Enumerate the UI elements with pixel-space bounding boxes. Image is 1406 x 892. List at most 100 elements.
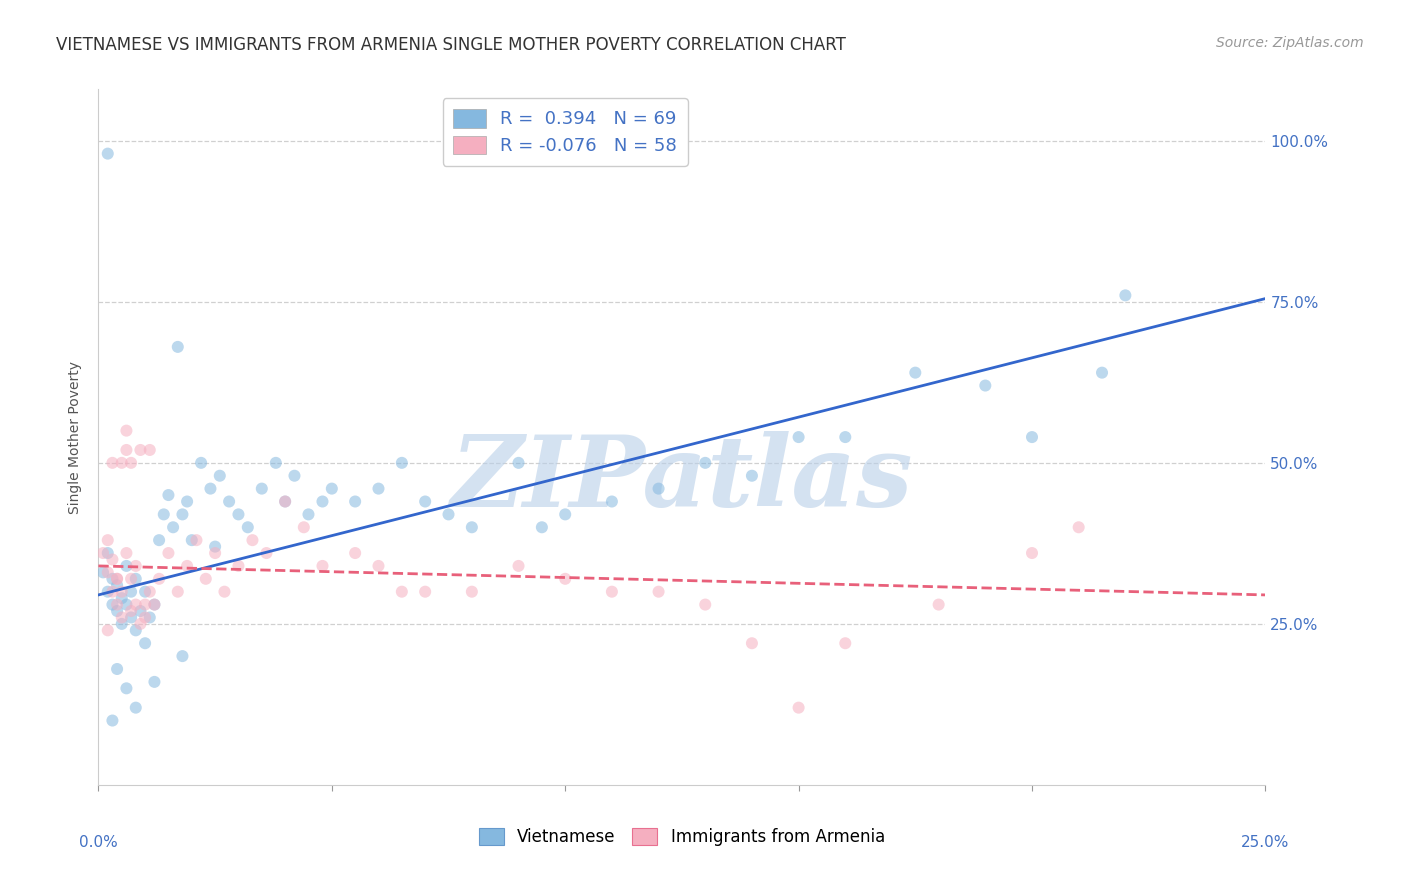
Point bbox=[134, 598, 156, 612]
Point bbox=[115, 558, 138, 573]
Point bbox=[200, 482, 222, 496]
Point bbox=[97, 584, 120, 599]
Point bbox=[111, 591, 134, 606]
Point bbox=[129, 616, 152, 631]
Point bbox=[741, 636, 763, 650]
Point bbox=[148, 533, 170, 548]
Point bbox=[461, 520, 484, 534]
Point bbox=[111, 584, 134, 599]
Point bbox=[180, 533, 202, 548]
Point bbox=[91, 566, 114, 580]
Point bbox=[143, 674, 166, 689]
Point bbox=[143, 598, 166, 612]
Point bbox=[157, 488, 180, 502]
Point bbox=[120, 604, 142, 618]
Point bbox=[176, 494, 198, 508]
Text: 0.0%: 0.0% bbox=[79, 836, 118, 850]
Point bbox=[101, 714, 124, 728]
Point bbox=[129, 442, 152, 457]
Point bbox=[928, 598, 950, 612]
Point bbox=[321, 482, 343, 496]
Point bbox=[413, 584, 436, 599]
Point bbox=[139, 584, 162, 599]
Point bbox=[101, 456, 124, 470]
Point bbox=[256, 546, 278, 560]
Point bbox=[125, 558, 148, 573]
Point bbox=[139, 610, 162, 624]
Point bbox=[344, 546, 367, 560]
Point bbox=[242, 533, 264, 548]
Point bbox=[105, 604, 128, 618]
Point bbox=[134, 636, 156, 650]
Point bbox=[1021, 430, 1043, 444]
Point bbox=[787, 430, 810, 444]
Point bbox=[115, 681, 138, 696]
Point bbox=[208, 468, 231, 483]
Point bbox=[134, 610, 156, 624]
Point bbox=[97, 624, 120, 638]
Text: 25.0%: 25.0% bbox=[1241, 836, 1289, 850]
Point bbox=[105, 662, 128, 676]
Point bbox=[129, 604, 152, 618]
Text: ZIPatlas: ZIPatlas bbox=[451, 431, 912, 527]
Point bbox=[111, 456, 134, 470]
Point bbox=[264, 456, 287, 470]
Point bbox=[172, 649, 194, 664]
Point bbox=[1091, 366, 1114, 380]
Point bbox=[111, 610, 134, 624]
Point bbox=[292, 520, 315, 534]
Point bbox=[204, 540, 226, 554]
Point bbox=[250, 482, 273, 496]
Y-axis label: Single Mother Poverty: Single Mother Poverty bbox=[69, 360, 83, 514]
Point bbox=[600, 584, 623, 599]
Text: VIETNAMESE VS IMMIGRANTS FROM ARMENIA SINGLE MOTHER POVERTY CORRELATION CHART: VIETNAMESE VS IMMIGRANTS FROM ARMENIA SI… bbox=[56, 36, 846, 54]
Point bbox=[97, 546, 120, 560]
Point bbox=[600, 494, 623, 508]
Point bbox=[228, 508, 250, 522]
Point bbox=[101, 572, 124, 586]
Text: Source: ZipAtlas.com: Source: ZipAtlas.com bbox=[1216, 36, 1364, 50]
Point bbox=[186, 533, 208, 548]
Point bbox=[274, 494, 297, 508]
Point bbox=[437, 508, 460, 522]
Point bbox=[554, 572, 576, 586]
Point bbox=[228, 558, 250, 573]
Point bbox=[508, 558, 530, 573]
Point bbox=[367, 482, 389, 496]
Point bbox=[125, 572, 148, 586]
Point bbox=[139, 442, 162, 457]
Point bbox=[647, 584, 669, 599]
Point bbox=[176, 558, 198, 573]
Point bbox=[101, 552, 124, 566]
Point bbox=[115, 424, 138, 438]
Point bbox=[834, 430, 856, 444]
Point bbox=[91, 546, 114, 560]
Point bbox=[97, 533, 120, 548]
Point bbox=[157, 546, 180, 560]
Point bbox=[367, 558, 389, 573]
Point bbox=[111, 616, 134, 631]
Point bbox=[115, 546, 138, 560]
Point bbox=[283, 468, 305, 483]
Point bbox=[554, 508, 576, 522]
Point bbox=[115, 598, 138, 612]
Legend: Vietnamese, Immigrants from Armenia: Vietnamese, Immigrants from Armenia bbox=[472, 822, 891, 853]
Point bbox=[152, 508, 174, 522]
Point bbox=[391, 456, 413, 470]
Point bbox=[274, 494, 297, 508]
Point bbox=[120, 610, 142, 624]
Point bbox=[1114, 288, 1136, 302]
Point bbox=[97, 566, 120, 580]
Point bbox=[143, 598, 166, 612]
Point bbox=[904, 366, 927, 380]
Point bbox=[530, 520, 553, 534]
Point bbox=[1067, 520, 1090, 534]
Point bbox=[172, 508, 194, 522]
Point bbox=[120, 456, 142, 470]
Point bbox=[297, 508, 319, 522]
Point bbox=[190, 456, 212, 470]
Point bbox=[311, 494, 333, 508]
Point bbox=[236, 520, 259, 534]
Point bbox=[115, 442, 138, 457]
Point bbox=[134, 584, 156, 599]
